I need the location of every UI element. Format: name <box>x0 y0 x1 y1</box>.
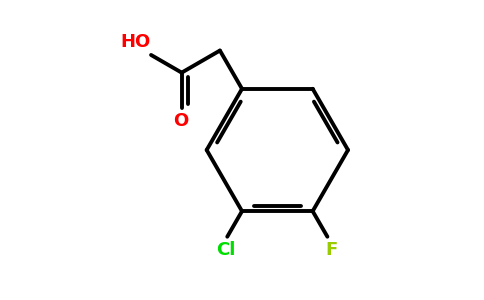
Text: HO: HO <box>121 33 151 51</box>
Text: Cl: Cl <box>216 241 236 259</box>
Text: O: O <box>173 112 188 130</box>
Text: F: F <box>326 241 338 259</box>
